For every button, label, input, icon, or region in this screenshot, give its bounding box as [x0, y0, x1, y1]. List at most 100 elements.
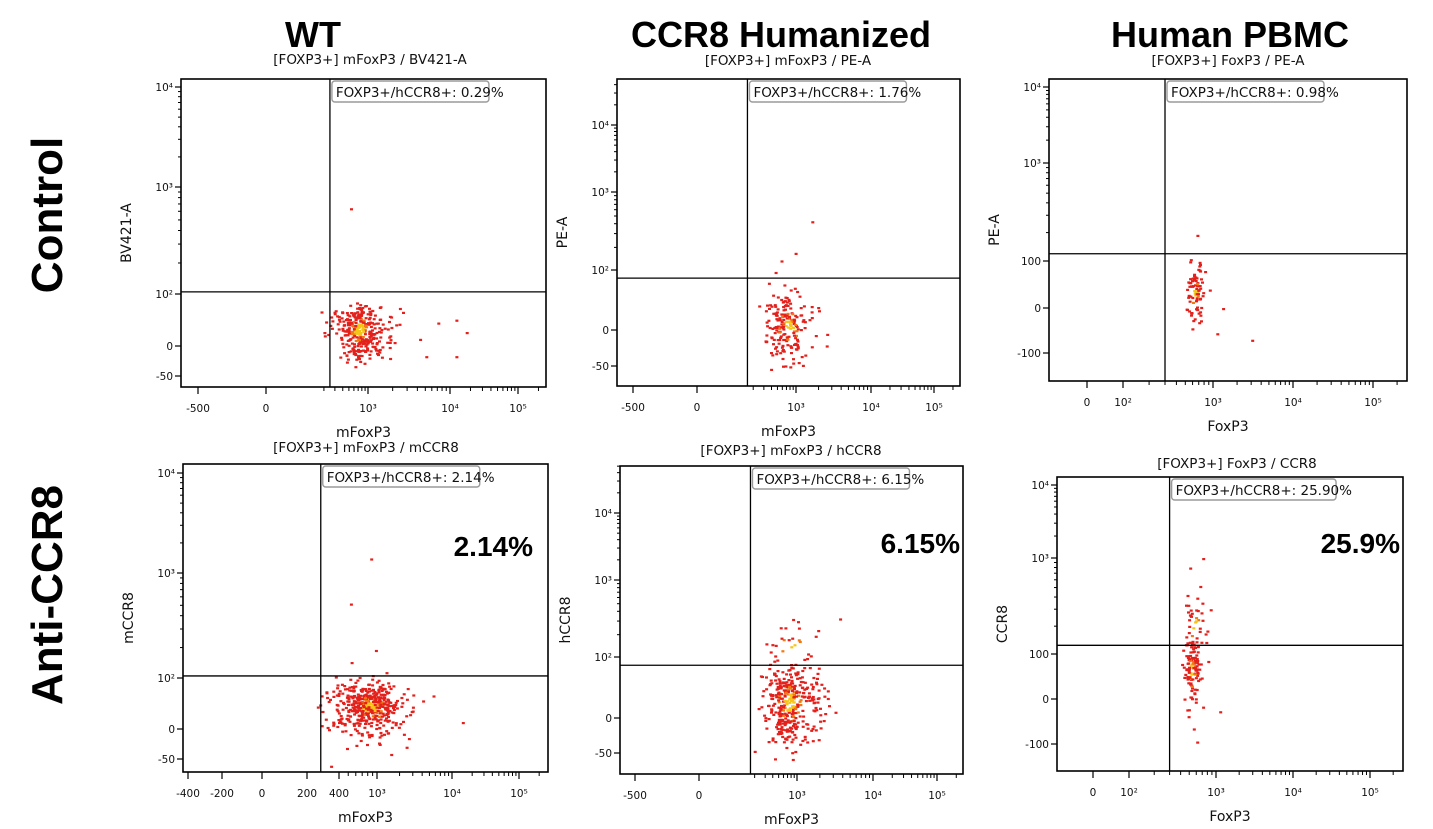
event-dot [1192, 648, 1196, 651]
event-dot [766, 304, 769, 307]
event-dot [796, 347, 800, 350]
event-dot [780, 731, 784, 734]
event-dot [1186, 594, 1190, 598]
column-header-wt: WT [285, 14, 341, 55]
event-dot [361, 328, 365, 331]
event-dot [355, 358, 359, 361]
event-dot [773, 326, 777, 330]
event-dot [332, 721, 336, 724]
event-dot [1197, 663, 1201, 666]
event-dot [380, 328, 384, 332]
event-dot [1188, 677, 1192, 680]
event-dot [793, 644, 797, 647]
event-dot [776, 296, 780, 299]
event-dot [785, 314, 789, 317]
event-dot [1190, 635, 1194, 638]
event-dot [350, 321, 353, 324]
event-dot [783, 333, 787, 336]
event-dot [369, 313, 373, 316]
event-dot [816, 677, 819, 680]
event-dot [1199, 585, 1203, 589]
event-dot [364, 722, 367, 725]
x-tick-label: 10⁵ [1361, 787, 1379, 799]
event-dot [357, 704, 360, 707]
event-dot [360, 689, 363, 692]
event-dot [793, 287, 797, 290]
event-dot [789, 730, 792, 733]
event-dot [791, 313, 795, 316]
event-dot [1188, 658, 1192, 661]
event-dot [370, 697, 373, 700]
x-tick-label: 10⁴ [862, 402, 880, 414]
event-dot [780, 298, 784, 302]
event-dot [807, 692, 811, 695]
x-tick-label: 10³ [1204, 397, 1222, 409]
event-dot [792, 334, 796, 337]
event-dot [818, 310, 821, 313]
event-dot [785, 721, 789, 724]
event-dot [373, 696, 377, 699]
event-dot [798, 691, 802, 694]
event-dot [778, 723, 782, 726]
event-dot [392, 712, 396, 715]
gate-label-box [1170, 478, 1337, 501]
event-dot [785, 340, 789, 343]
event-dot [776, 687, 780, 690]
x-tick-label: -200 [210, 788, 234, 800]
event-dot [346, 321, 350, 324]
event-dot [791, 710, 795, 713]
x-tick-label: 10⁴ [443, 788, 461, 800]
event-dot [779, 707, 783, 710]
event-dot [329, 324, 333, 327]
plot-title: [FOXP3+] FoxP3 / CCR8 [1157, 456, 1316, 472]
event-dot [349, 678, 353, 681]
event-dot [368, 690, 371, 693]
event-dot [790, 676, 793, 679]
event-dot [358, 676, 362, 680]
event-dot [786, 690, 790, 694]
event-dot [335, 708, 339, 711]
y-tick-label: -50 [158, 754, 175, 766]
scatter-panel: [FOXP3+] mFoxP3 / PE-A FOXP3+/hCCR8+: 1.7… [555, 53, 961, 440]
event-dot [359, 345, 363, 348]
event-dot [779, 728, 783, 731]
event-dot [1195, 283, 1199, 286]
event-dot [375, 681, 379, 684]
event-dot [810, 697, 814, 700]
event-dot [1216, 333, 1220, 336]
y-tick-label: 0 [166, 341, 173, 353]
event-dot [340, 338, 344, 341]
event-dot [810, 683, 814, 686]
event-dot [1196, 285, 1200, 288]
event-dot [795, 334, 798, 337]
event-dot [1193, 659, 1197, 662]
event-dot [402, 733, 406, 736]
event-dot [774, 711, 778, 714]
event-dot [799, 680, 803, 684]
y-tick-label: 10³ [594, 575, 612, 587]
event-dot [381, 697, 385, 700]
event-dot [366, 349, 370, 352]
event-dot [798, 295, 802, 298]
event-dot [1198, 261, 1202, 264]
event-dot [1189, 278, 1193, 281]
event-dot [778, 682, 782, 685]
event-dot [796, 671, 800, 674]
event-dot [759, 675, 763, 678]
event-dot [361, 325, 365, 328]
event-dot [1198, 678, 1202, 681]
y-tick-label: 10⁴ [594, 508, 612, 520]
event-dot [1199, 287, 1203, 290]
event-dot [1199, 663, 1203, 666]
event-dot [359, 350, 363, 353]
event-dot [363, 305, 367, 308]
event-dot [1190, 696, 1194, 699]
event-dot [1186, 676, 1190, 679]
event-dot [346, 334, 350, 337]
event-dot [1190, 664, 1194, 667]
event-dot [1191, 698, 1194, 701]
event-dot [798, 684, 802, 687]
event-dot [780, 697, 784, 700]
event-dot [328, 729, 331, 732]
event-dot [352, 348, 356, 351]
